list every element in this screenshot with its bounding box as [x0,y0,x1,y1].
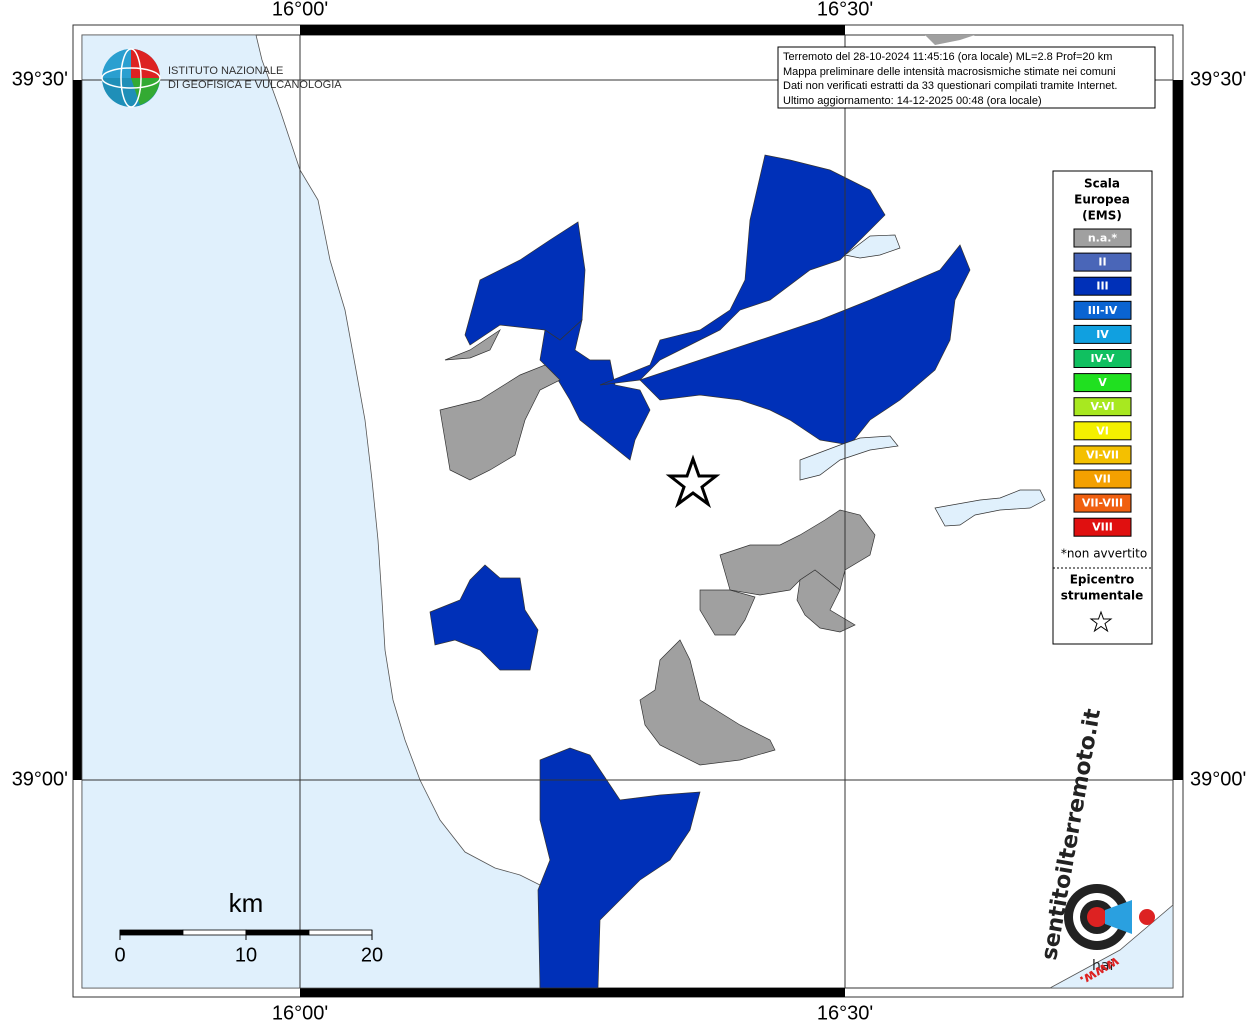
legend-label: IV-V [1090,352,1115,365]
legend-swatch [1073,276,1132,296]
scale-label: 10 [235,944,257,966]
sea [1049,904,1174,989]
lon-label: 16°00' [272,0,328,20]
info-line: Dati non verificati estratti da 33 quest… [783,80,1117,92]
legend-epicenter: Epicentro [1070,573,1135,587]
legend-star [1089,610,1113,633]
legend-title: (EMS) [1082,209,1122,223]
scale-segment [245,929,310,936]
legend-swatch [1073,421,1132,441]
legend-label: VI [1096,424,1109,437]
frame-tick [300,25,845,35]
scale-segment [308,929,373,936]
info-box [777,46,1156,109]
legend-label: III-IV [1088,304,1118,317]
scale-segment [119,929,184,936]
municipality [444,328,501,361]
municipality [599,154,886,386]
legend-label: II [1098,256,1106,269]
legend-swatch [1073,397,1132,417]
logo-prefix: hai [1092,958,1113,974]
municipality [464,221,586,346]
scale-segment [182,929,247,936]
ingv-logo: ISTITUTO NAZIONALE DI GEOFISICA E VULCAN… [101,48,342,108]
legend-label: VIII [1092,521,1113,534]
legend-title: Scala [1084,177,1120,191]
municipality [699,589,756,636]
legend-swatch [1073,373,1132,393]
info-line: Ultimo aggiornamento: 14-12-2025 00:48 (… [783,95,1042,107]
legend-label: V [1098,376,1107,389]
municipality [719,509,876,596]
frame-tick [73,80,82,780]
lat-label: 39°00' [1190,768,1246,790]
legend-swatch [1073,493,1132,513]
legend-swatch [1073,445,1132,465]
epicenter [665,454,721,509]
municipality [539,318,651,461]
legend-title: Europea [1074,193,1130,207]
lake [844,234,901,259]
legend-swatch [1073,469,1132,489]
lon-label: 16°30' [817,0,873,20]
institute-name: ISTITUTO NAZIONALE [168,65,283,77]
legend-label: III [1096,280,1108,293]
legend-label: IV [1096,328,1109,341]
legend-swatch [1073,349,1132,368]
legend-swatch [1073,300,1132,320]
municipality [925,35,975,45]
lat-label: 39°30' [12,68,68,90]
legend-label: VI-VII [1086,448,1119,461]
legend-label: V-VI [1090,400,1114,413]
legend-label: VII [1094,473,1111,486]
legend-swatch [1073,517,1132,537]
institute-name: DI GEOFISICA E VULCANOLOGIA [168,79,342,91]
info-line: Terremoto del 28-10-2024 11:45:16 (ora l… [783,51,1112,63]
lake [799,435,899,481]
frame-tick [300,988,845,997]
municipality [639,639,776,766]
municipality [429,564,539,671]
lake [934,489,1046,527]
municipality [439,364,561,481]
legend-epicenter: strumentale [1061,589,1144,603]
municipality [537,747,701,989]
legend-note: *non avvertito [1061,547,1147,561]
scale-label: 20 [361,944,383,966]
info-line: Mappa preliminare delle intensità macros… [783,66,1116,78]
legend-label: n.a.* [1088,232,1118,245]
legend-label: VII-VIII [1082,497,1123,510]
lat-label: 39°00' [12,768,68,790]
legend-swatch [1073,228,1132,248]
legend [1052,170,1153,645]
municipality [796,569,856,633]
legend-swatch [1073,252,1132,272]
lon-label: 16°30' [817,1002,873,1024]
lat-label: 39°30' [1190,68,1246,90]
scale-label: 0 [114,944,125,966]
scale-unit: km [229,888,264,918]
frame-tick [1173,80,1183,780]
lon-label: 16°00' [272,1002,328,1024]
legend-swatch [1073,324,1132,344]
